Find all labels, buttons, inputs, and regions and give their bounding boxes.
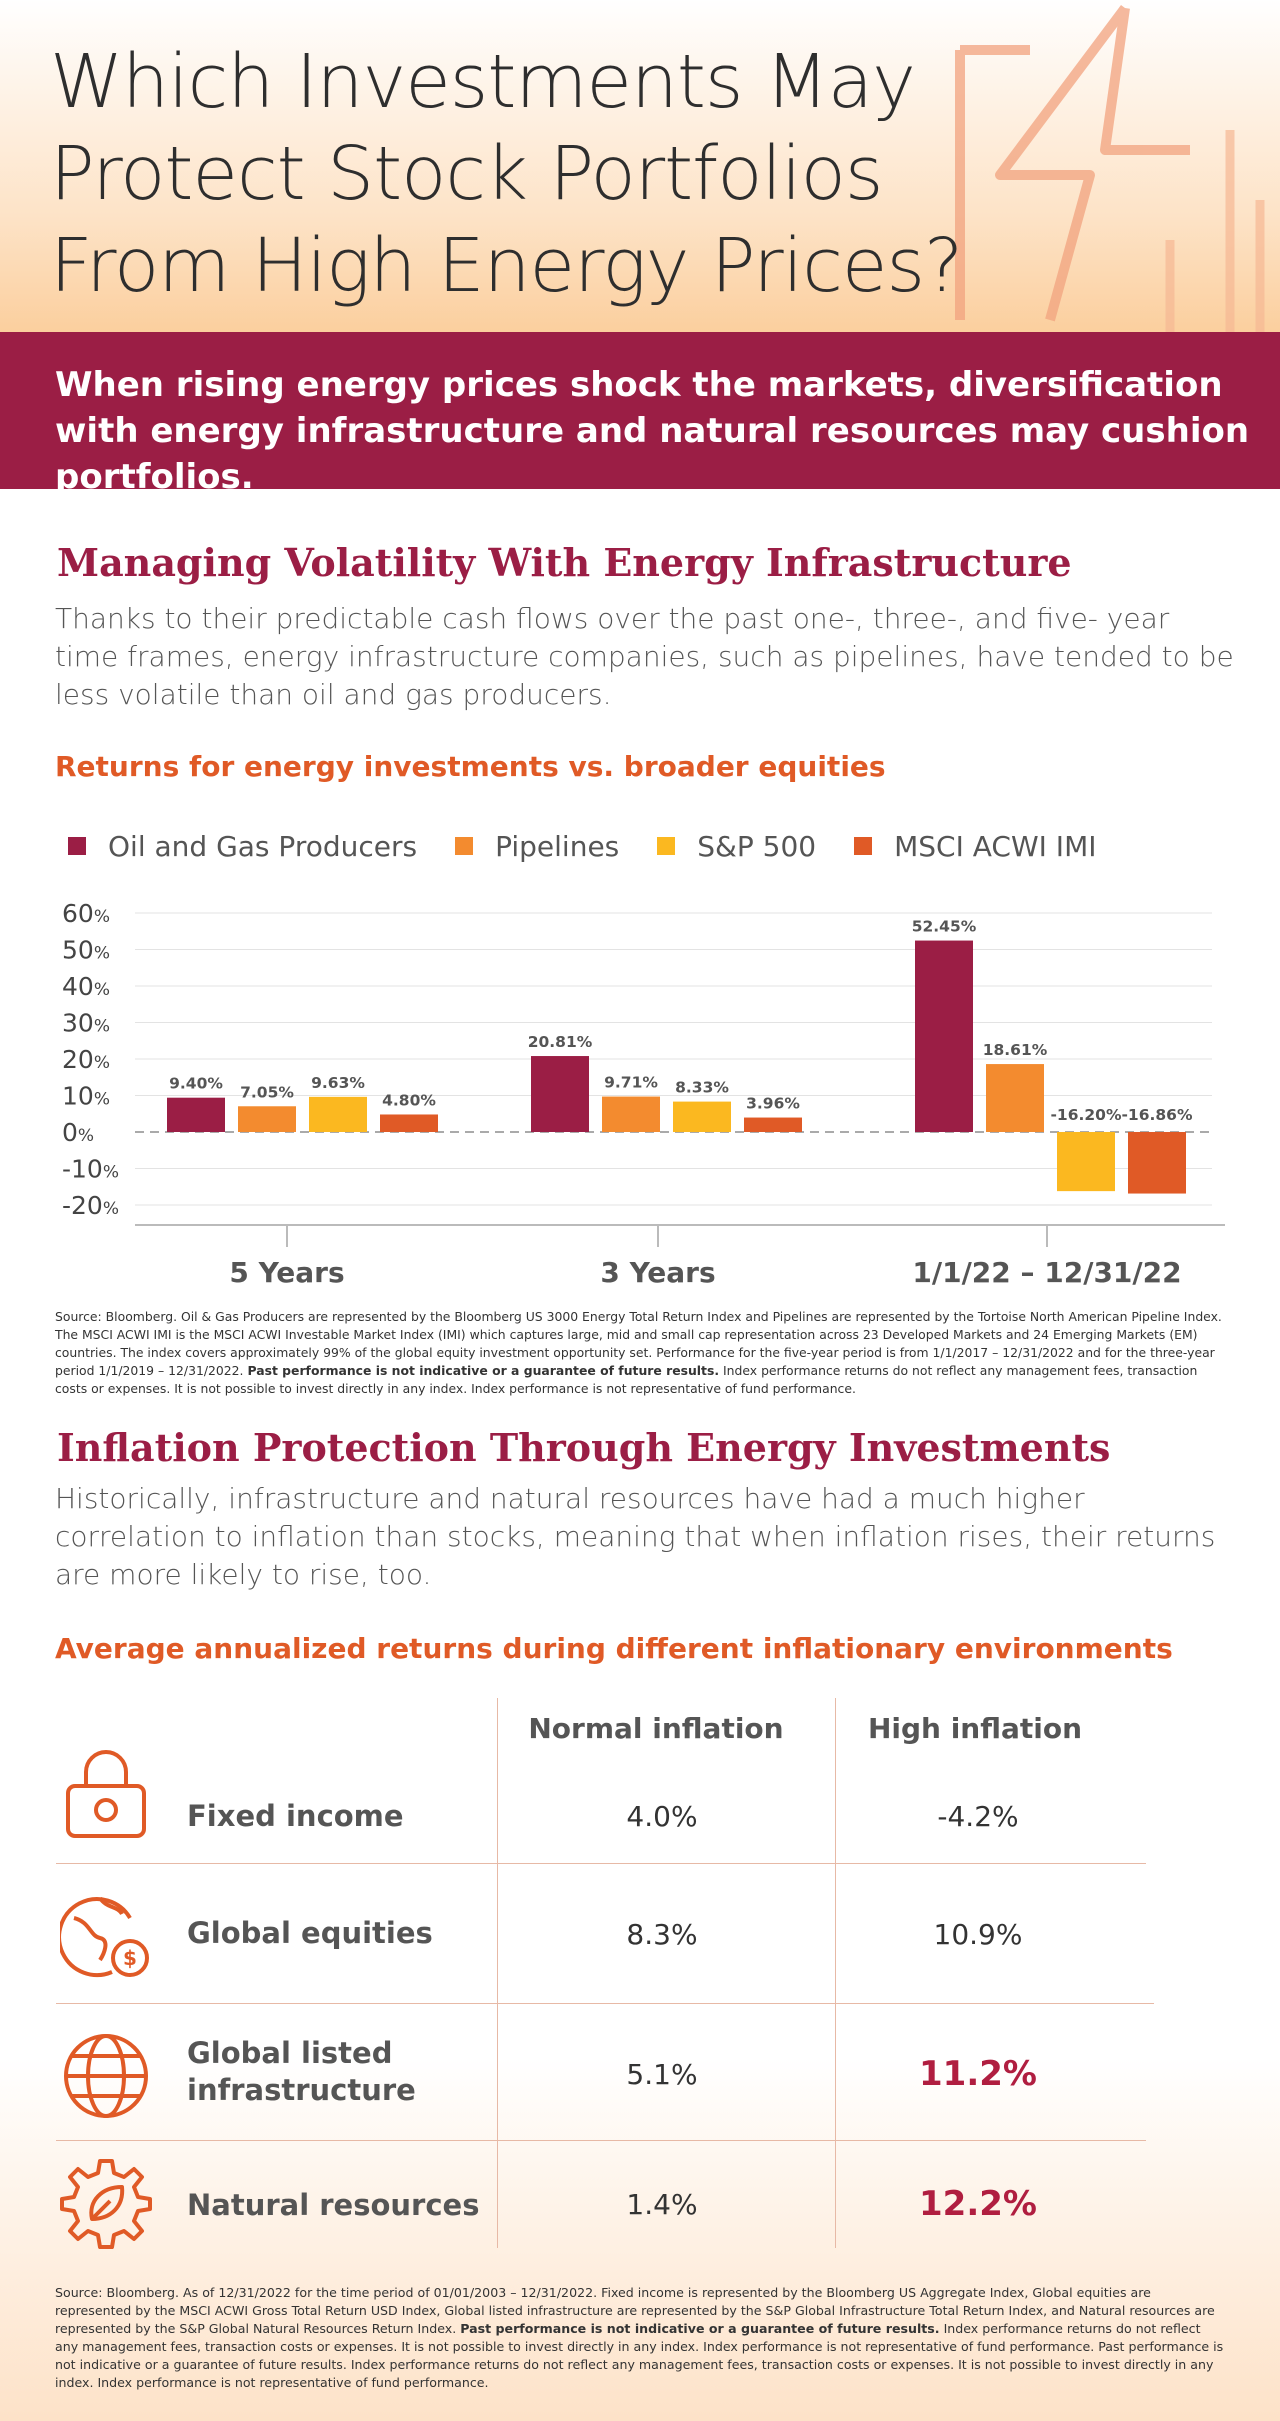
section-heading-volatility: Managing Volatility With Energy Infrastr… xyxy=(57,540,1072,585)
legend-item-sp500: S&P 500 xyxy=(657,830,816,863)
returns-bar-chart: 60% 50% 40% 30% 20% 10% 0% -10% -20% 9.40% 7.05% 9.… xyxy=(62,899,1225,1289)
column-header-high: High inflation xyxy=(867,1712,1083,1745)
y-tick-label: -20% xyxy=(62,1191,119,1220)
bar xyxy=(602,1096,660,1132)
x-tick-label: 3 Years xyxy=(600,1256,715,1289)
bar xyxy=(986,1064,1044,1132)
title-line-3: From High Energy Prices? xyxy=(50,223,963,309)
bar xyxy=(167,1097,225,1132)
column-header-normal: Normal inflation xyxy=(528,1712,784,1745)
legend-item-oil-gas: Oil and Gas Producers xyxy=(68,830,417,863)
globe-grid-icon xyxy=(64,2034,148,2118)
page-title: Which Investments May Protect Stock Port… xyxy=(50,36,1030,312)
data-label: 9.40% xyxy=(169,1075,223,1093)
data-label: 52.45% xyxy=(912,918,977,936)
row-divider xyxy=(56,1863,1146,1864)
legend-swatch xyxy=(68,837,86,855)
bar xyxy=(238,1106,296,1132)
row-label-fixed-income: Fixed income xyxy=(187,1799,404,1833)
data-label: -16.20% xyxy=(1051,1106,1122,1124)
data-label: 7.05% xyxy=(240,1083,294,1101)
banner-text: When rising energy prices shock the mark… xyxy=(55,365,1250,497)
chart-legend: Oil and Gas Producers Pipelines S&P 500 … xyxy=(68,826,1096,866)
source-text: Source: Bloomberg. As of 12/31/2022 for … xyxy=(55,2285,1215,2336)
data-label: -16.86% xyxy=(1122,1106,1193,1124)
y-tick-label: 10% xyxy=(62,1082,110,1111)
row-divider xyxy=(56,2003,1154,2004)
chart-title: Returns for energy investments vs. broad… xyxy=(55,750,886,783)
table-divider xyxy=(835,1698,836,2248)
cell-normal-infrastructure: 5.1% xyxy=(626,2058,698,2091)
cell-high-fixed-income: -4.2% xyxy=(937,1800,1019,1833)
x-tick-label: 1/1/22 – 12/31/22 xyxy=(912,1256,1181,1289)
gear-leaf-icon xyxy=(60,2159,152,2249)
source-text: Index performance returns do not reflect… xyxy=(55,2321,1224,2390)
cell-high-global-equities: 10.9% xyxy=(933,1918,1023,1951)
cell-normal-global-equities: 8.3% xyxy=(626,1918,698,1951)
row-label-natural-resources: Natural resources xyxy=(187,2188,480,2222)
section-body-inflation: Historically, infrastructure and natural… xyxy=(55,1482,1216,1591)
chart-source-note: Source: Bloomberg. Oil & Gas Producers a… xyxy=(55,1308,1225,1398)
table-title: Average annualized returns during differ… xyxy=(55,1632,1173,1665)
legend-label: S&P 500 xyxy=(697,829,817,863)
legend-swatch xyxy=(657,837,676,855)
y-tick-label: 50% xyxy=(62,936,110,965)
source-text: Source: Bloomberg. Oil & Gas Producers a… xyxy=(55,1309,1222,1378)
y-tick-label: 20% xyxy=(62,1045,110,1074)
source-text: Index performance returns do not reflect… xyxy=(55,1363,1198,1396)
y-tick-label: 0% xyxy=(62,1118,94,1147)
bar xyxy=(1057,1132,1115,1192)
row-divider xyxy=(56,2140,1146,2141)
y-tick-label: 30% xyxy=(62,1009,110,1038)
bar xyxy=(380,1114,438,1132)
globe-dollar-icon: $ xyxy=(60,1896,149,1978)
cell-normal-natural-resources: 1.4% xyxy=(626,2188,698,2221)
y-tick-label: 40% xyxy=(62,972,110,1001)
data-label: 18.61% xyxy=(983,1041,1048,1059)
subtitle-banner: When rising energy prices shock the mark… xyxy=(0,332,1280,497)
cell-high-infrastructure: 11.2% xyxy=(919,2054,1037,2094)
cell-normal-fixed-income: 4.0% xyxy=(626,1800,698,1833)
section-body-volatility: Thanks to their predictable cash flows o… xyxy=(55,602,1234,711)
data-label: 9.71% xyxy=(604,1074,658,1092)
page-header: Which Investments May Protect Stock Port… xyxy=(0,0,1280,332)
x-tick-label: 5 Years xyxy=(229,1256,344,1289)
table-source-note: Source: Bloomberg. As of 12/31/2022 for … xyxy=(55,2284,1225,2392)
source-disclaimer: Past performance is not indicative or a … xyxy=(460,2321,940,2336)
row-label-global-equities: Global equities xyxy=(187,1916,433,1950)
legend-swatch xyxy=(455,837,474,855)
lightning-bolt-icon xyxy=(955,5,1265,332)
row-label-global-listed-infrastructure: Global listed infrastructure xyxy=(187,2035,427,2109)
bar xyxy=(1128,1132,1186,1194)
title-line-2: Protect Stock Portfolios xyxy=(50,131,883,217)
legend-item-pipelines: Pipelines xyxy=(455,830,619,863)
bar xyxy=(309,1096,367,1132)
legend-label: Oil and Gas Producers xyxy=(108,829,418,863)
table-divider xyxy=(497,1698,498,2248)
bar xyxy=(744,1117,802,1132)
legend-label: Pipelines xyxy=(495,829,620,863)
bar xyxy=(673,1101,731,1132)
y-tick-label: 60% xyxy=(62,899,110,928)
lock-icon xyxy=(66,1750,146,1838)
bar xyxy=(915,940,973,1132)
data-label: 3.96% xyxy=(746,1095,800,1113)
data-label: 9.63% xyxy=(311,1074,365,1092)
legend-item-msci: MSCI ACWI IMI xyxy=(854,830,1096,863)
bar xyxy=(531,1056,589,1132)
title-line-1: Which Investments May xyxy=(50,39,916,125)
y-tick-label: -10% xyxy=(62,1155,119,1184)
cell-high-natural-resources: 12.2% xyxy=(919,2184,1037,2224)
data-label: 4.80% xyxy=(382,1091,436,1109)
svg-text:$: $ xyxy=(123,1946,137,1970)
data-label: 8.33% xyxy=(675,1079,729,1097)
data-label: 20.81% xyxy=(528,1033,593,1051)
section-heading-inflation: Inflation Protection Through Energy Inve… xyxy=(57,1425,1111,1470)
legend-label: MSCI ACWI IMI xyxy=(894,829,1097,863)
legend-swatch xyxy=(854,837,873,855)
source-disclaimer: Past performance is not indicative or a … xyxy=(247,1363,720,1378)
row-label-text: Global listed infrastructure xyxy=(187,2036,416,2107)
